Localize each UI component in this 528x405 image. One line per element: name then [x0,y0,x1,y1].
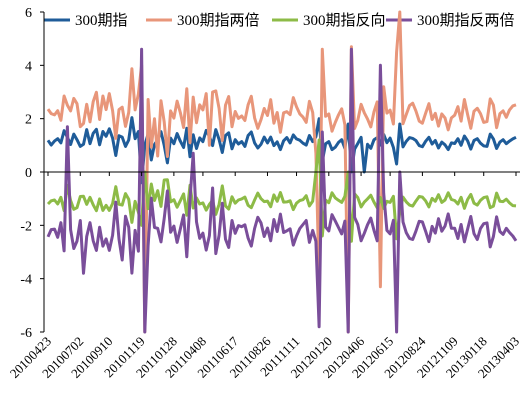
y-tick-label: 4 [25,59,32,74]
legend-label: 300期指反向 [303,12,386,29]
series-line-2 [46,138,517,243]
y-tick-labels: -6 -4 -2 0 2 4 6 [20,6,44,341]
legend-label: 300期指反两倍 [417,12,515,29]
y-tick-label: 2 [25,113,32,128]
y-tick-label: -6 [20,326,32,341]
x-tick-labels: 2010042320100702201009102010111920110128… [7,172,522,381]
legend-item-3: 300期指反两倍 [386,12,515,29]
chart-legend: 300期指 300期指两倍 300期指反向 300期指反两倍 [44,12,515,29]
series-line-3 [46,47,518,334]
legend-item-1: 300期指两倍 [146,12,260,29]
series-line-0 [46,116,517,185]
y-tick-label: -4 [20,273,32,288]
series-line-1 [46,10,517,334]
legend-item-2: 300期指反向 [272,12,386,29]
y-tick-label: 6 [25,6,32,21]
y-tick-label: 0 [25,166,32,181]
axes [43,12,520,332]
series-lines [46,10,518,334]
legend-item-0: 300期指 [44,12,128,29]
legend-label: 300期指 [75,12,128,29]
y-tick-label: -2 [20,219,32,234]
legend-label: 300期指两倍 [177,12,260,29]
